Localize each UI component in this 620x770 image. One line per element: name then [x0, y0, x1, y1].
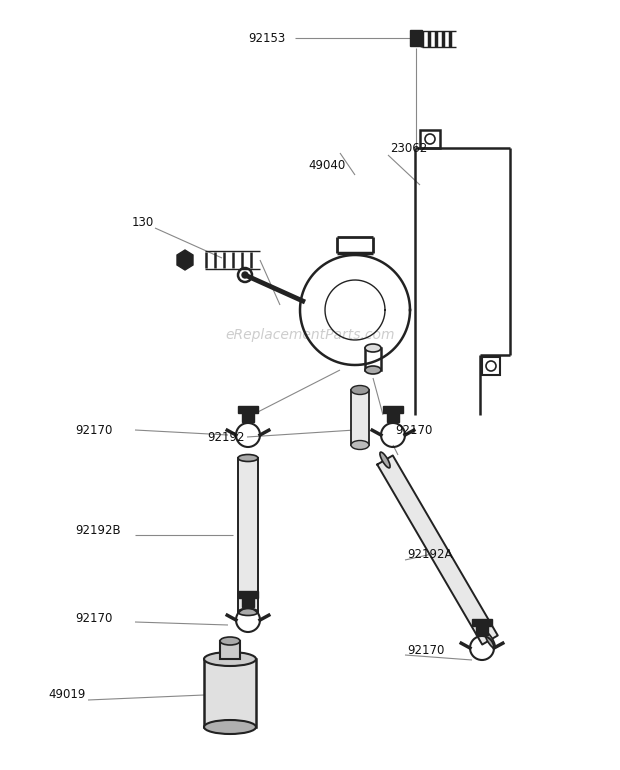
- Bar: [238, 458, 258, 612]
- Bar: [476, 627, 489, 635]
- Bar: [420, 130, 440, 148]
- Text: 49040: 49040: [308, 159, 345, 172]
- Bar: [220, 641, 240, 659]
- Bar: [239, 407, 257, 413]
- Ellipse shape: [351, 386, 369, 394]
- Text: eReplacementParts.com: eReplacementParts.com: [225, 328, 395, 342]
- Ellipse shape: [220, 637, 240, 645]
- Bar: [242, 413, 254, 422]
- Bar: [242, 598, 254, 608]
- Ellipse shape: [380, 452, 390, 468]
- Polygon shape: [177, 250, 193, 270]
- Bar: [472, 619, 492, 627]
- Text: 49019: 49019: [48, 688, 86, 701]
- Text: 92170: 92170: [395, 424, 432, 437]
- Bar: [383, 407, 402, 413]
- Bar: [239, 591, 257, 598]
- Text: 92170: 92170: [75, 611, 112, 624]
- Text: 92192: 92192: [208, 430, 245, 444]
- Bar: [387, 413, 399, 422]
- Text: 92192B: 92192B: [75, 524, 121, 537]
- Bar: [351, 390, 369, 445]
- Ellipse shape: [365, 344, 381, 352]
- Bar: [410, 30, 422, 46]
- Ellipse shape: [485, 632, 495, 648]
- Bar: [482, 357, 500, 375]
- Bar: [204, 659, 256, 727]
- Ellipse shape: [204, 652, 256, 666]
- Text: 92192A: 92192A: [407, 548, 453, 561]
- Circle shape: [242, 272, 248, 278]
- Text: 92170: 92170: [407, 644, 445, 657]
- Ellipse shape: [238, 608, 258, 615]
- Text: 92170: 92170: [75, 424, 112, 437]
- Text: 130: 130: [132, 216, 154, 229]
- Polygon shape: [377, 456, 498, 644]
- Ellipse shape: [204, 720, 256, 734]
- Text: 92153: 92153: [248, 32, 285, 45]
- Ellipse shape: [365, 366, 381, 374]
- Bar: [365, 348, 381, 370]
- Text: 23062: 23062: [390, 142, 427, 155]
- Ellipse shape: [238, 454, 258, 461]
- Ellipse shape: [351, 440, 369, 450]
